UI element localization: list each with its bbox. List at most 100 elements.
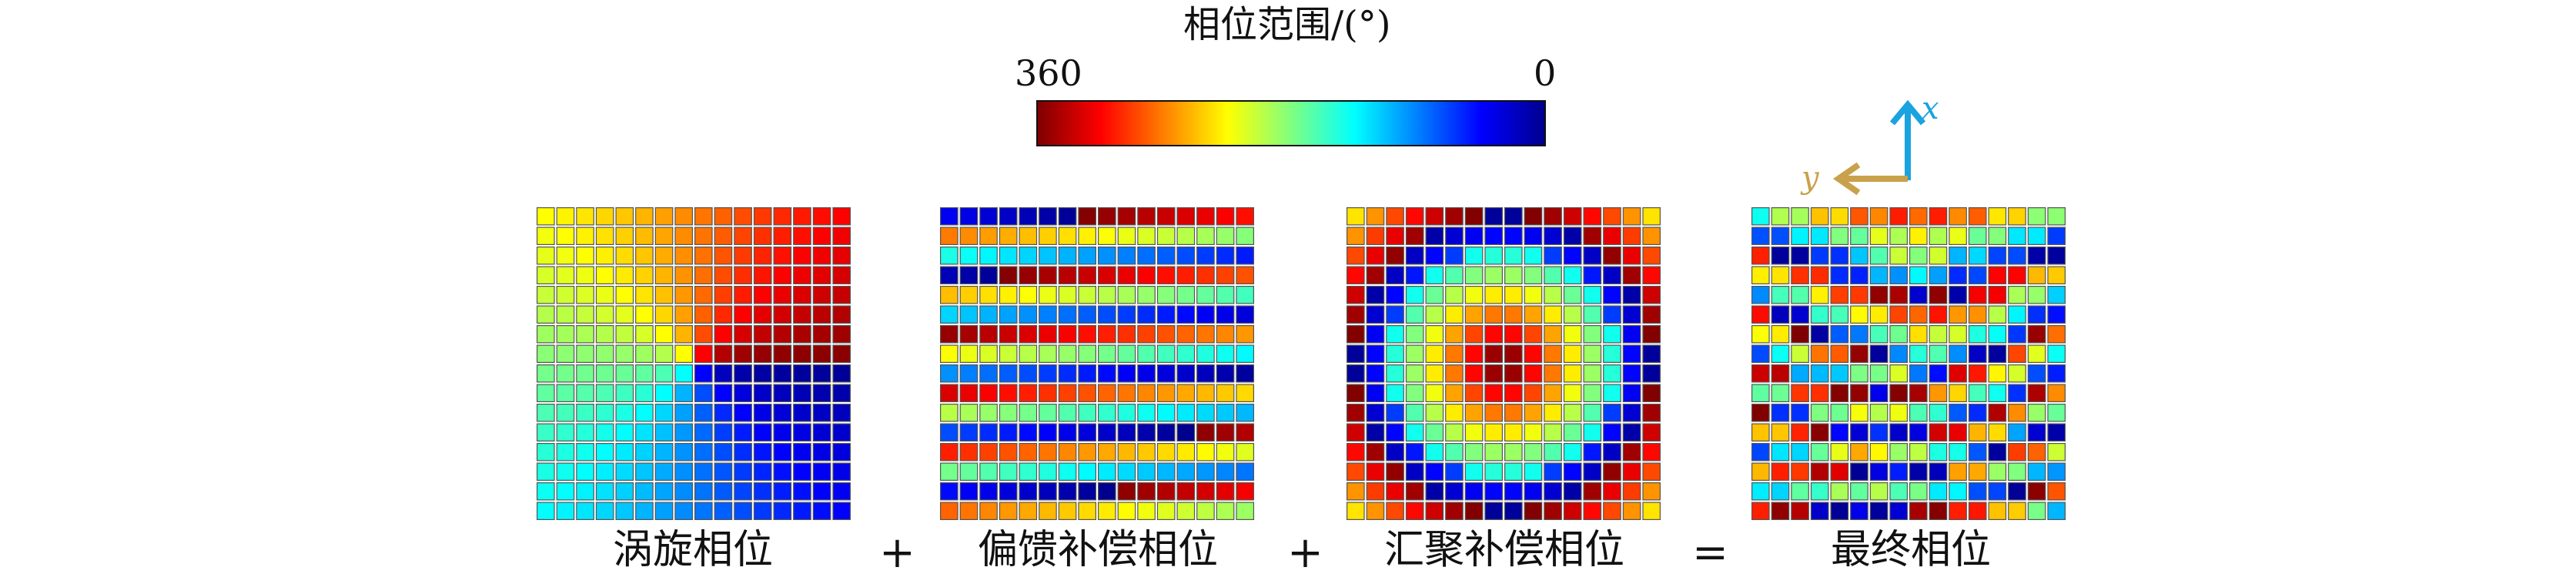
phase-cell <box>1810 207 1829 226</box>
phase-cell <box>1504 344 1523 364</box>
phase-cell <box>773 246 792 265</box>
phase-cell <box>635 423 654 442</box>
phase-cell <box>1504 443 1523 461</box>
phase-cell <box>1751 462 1770 482</box>
phase-cell <box>1949 462 1967 482</box>
phase-cell <box>1603 443 1621 461</box>
phase-cell <box>1563 246 1582 265</box>
phase-cell <box>812 344 831 364</box>
phase-cell <box>1216 462 1235 482</box>
phase-cell <box>1425 443 1444 461</box>
phase-cell <box>1386 325 1404 344</box>
phase-cell <box>1869 423 1889 442</box>
phase-cell <box>1058 462 1077 482</box>
phase-cell <box>714 285 733 304</box>
phase-cell <box>595 462 614 482</box>
phase-cell <box>674 305 694 324</box>
phase-cell <box>1869 266 1889 284</box>
phase-cell <box>1176 344 1196 364</box>
phase-cell <box>1216 364 1235 383</box>
phase-cell <box>576 423 594 442</box>
phase-cell <box>1425 305 1444 324</box>
phase-cell <box>1366 384 1385 403</box>
phase-cell <box>1810 344 1829 364</box>
phase-cell <box>2027 364 2046 383</box>
phase-cell <box>1949 344 1967 364</box>
phase-cell <box>1603 404 1621 422</box>
phase-cell <box>1196 482 1215 501</box>
phase-cell <box>1484 305 1504 324</box>
phase-cell <box>1405 266 1424 284</box>
phase-cell <box>1425 344 1444 364</box>
phase-cell <box>1929 443 1948 461</box>
phase-cell <box>1850 423 1868 442</box>
phase-cell <box>959 246 979 265</box>
phase-cell <box>793 423 811 442</box>
phase-cell <box>1791 266 1809 284</box>
phase-cell <box>1019 305 1038 324</box>
phase-cell <box>1405 502 1424 521</box>
phase-cell <box>1810 423 1829 442</box>
phase-cell <box>1019 227 1038 245</box>
phase-cell <box>1425 285 1444 304</box>
phase-cell <box>1156 482 1176 501</box>
y-axis-arrowhead <box>1832 162 1861 196</box>
phase-cell <box>1603 482 1621 501</box>
phase-cell <box>1386 246 1404 265</box>
phase-cell <box>1563 502 1582 521</box>
phase-cell <box>959 384 979 403</box>
phase-cell <box>2027 443 2046 461</box>
phase-cell <box>1236 285 1255 304</box>
phase-cell <box>1929 344 1948 364</box>
phase-cell <box>2047 502 2066 521</box>
phase-cell <box>1583 364 1602 383</box>
phase-cell <box>1563 344 1582 364</box>
phase-cell <box>1869 344 1889 364</box>
phase-cell <box>734 344 752 364</box>
phase-cell <box>1850 384 1868 403</box>
phase-cell <box>1771 482 1790 501</box>
phase-cell <box>753 423 772 442</box>
phase-cell <box>1642 482 1661 501</box>
phase-cell <box>1098 364 1116 383</box>
phase-cell <box>1909 502 1928 521</box>
phase-cell <box>1622 462 1641 482</box>
phase-cell <box>1019 404 1038 422</box>
phase-cell <box>1988 246 2007 265</box>
phase-cell <box>1039 344 1057 364</box>
phase-cell <box>1830 325 1849 344</box>
phase-cell <box>1504 482 1523 501</box>
phase-cell <box>1583 246 1602 265</box>
phase-cell <box>615 384 634 403</box>
phase-cell <box>1464 246 1484 265</box>
phase-cell <box>1968 364 1987 383</box>
phase-cell <box>1524 462 1543 482</box>
phase-cell <box>1889 246 1909 265</box>
phase-cell <box>1968 502 1987 521</box>
phase-cell <box>1445 266 1464 284</box>
phase-cell <box>999 325 1018 344</box>
phase-cell <box>1039 246 1057 265</box>
phase-cell <box>753 384 772 403</box>
phase-cell <box>1524 482 1543 501</box>
phase-cell <box>1196 364 1215 383</box>
phase-cell <box>1791 443 1809 461</box>
phase-cell <box>2008 344 2026 364</box>
phase-cell <box>714 266 733 284</box>
phase-cell <box>1484 325 1504 344</box>
phase-cell <box>595 227 614 245</box>
phase-cell <box>1176 364 1196 383</box>
phase-cell <box>734 364 752 383</box>
phase-cell <box>1869 443 1889 461</box>
phase-cell <box>1603 227 1621 245</box>
phase-cell <box>1098 207 1116 226</box>
phase-cell <box>1445 443 1464 461</box>
phase-cell <box>1019 482 1038 501</box>
phase-cell <box>1058 344 1077 364</box>
phase-cell <box>1078 227 1097 245</box>
phase-cell <box>1603 246 1621 265</box>
phase-cell <box>714 462 733 482</box>
phase-cell <box>1366 482 1385 501</box>
phase-cell <box>1196 404 1215 422</box>
phase-cell <box>1810 502 1829 521</box>
